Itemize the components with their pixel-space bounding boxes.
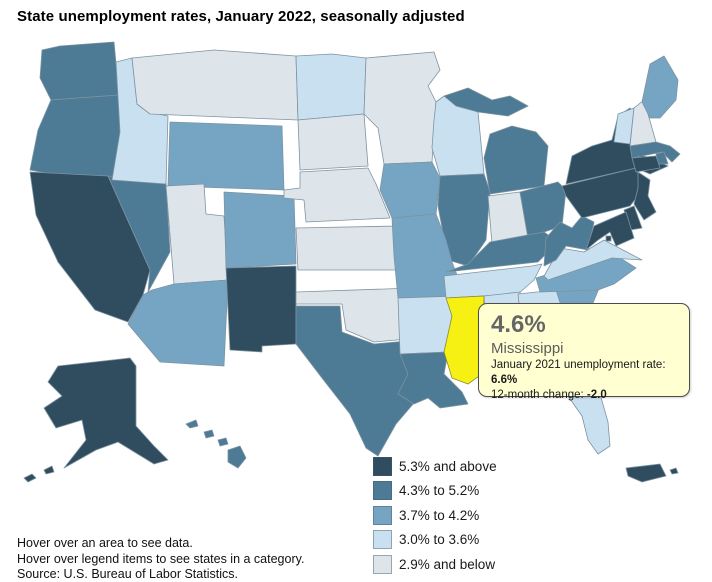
state-maryland[interactable]: [585, 211, 635, 251]
state-washington[interactable]: [39, 41, 120, 101]
map-legend: 5.3% and above 4.3% to 5.2% 3.7% to 4.2%…: [373, 457, 497, 579]
territory-puerto-rico[interactable]: [625, 463, 679, 483]
legend-label-cat3: 3.7% to 4.2%: [399, 507, 480, 523]
state-kansas[interactable]: [295, 225, 401, 271]
legend-item-cat3[interactable]: 3.7% to 4.2%: [373, 505, 497, 525]
state-district-of-columbia[interactable]: [605, 235, 612, 242]
state-illinois[interactable]: [437, 173, 491, 267]
legend-label-cat1: 5.3% and above: [399, 459, 497, 474]
state-minnesota[interactable]: [363, 51, 441, 165]
legend-label-cat4: 3.0% to 3.6%: [399, 532, 480, 548]
footnotes: Hover over an area to see data. Hover ov…: [17, 536, 304, 582]
legend-swatch-cat1: [373, 457, 392, 476]
page-title: State unemployment rates, January 2022, …: [17, 8, 465, 25]
legend-item-cat2[interactable]: 4.3% to 5.2%: [373, 481, 497, 501]
state-maine[interactable]: [641, 55, 679, 119]
state-arizona[interactable]: [127, 279, 229, 367]
map-tooltip: 4.6% Mississippi January 2021 unemployme…: [478, 303, 690, 401]
footnote-hover-area: Hover over an area to see data.: [17, 536, 193, 550]
state-montana[interactable]: [131, 49, 299, 121]
footnote-source: Source: U.S. Bureau of Labor Statistics.: [17, 567, 238, 582]
states-group: [23, 41, 681, 483]
state-wyoming[interactable]: [167, 121, 285, 191]
legend-label-cat5: 2.9% and below: [399, 556, 496, 572]
state-iowa[interactable]: [379, 161, 441, 219]
tooltip-state-name: Mississippi: [491, 340, 564, 357]
state-texas[interactable]: [295, 305, 427, 457]
legend-swatch-cat5: [373, 554, 392, 574]
legend-item-cat5[interactable]: 2.9% and below: [373, 554, 497, 574]
legend-item-cat1[interactable]: 5.3% and above: [373, 457, 497, 476]
state-louisiana[interactable]: [397, 351, 469, 409]
state-oregon[interactable]: [29, 94, 124, 185]
state-michigan[interactable]: [443, 87, 549, 195]
tooltip-prev-rate-line: January 2021 unemployment rate: 6.6%: [491, 358, 677, 388]
legend-item-cat4[interactable]: 3.0% to 3.6%: [373, 530, 497, 550]
state-south-dakota[interactable]: [297, 113, 369, 171]
state-utah[interactable]: [165, 183, 229, 285]
tooltip-change-value: -2.0: [586, 389, 607, 401]
legend-label-cat2: 4.3% to 5.2%: [399, 483, 480, 499]
state-hawaii[interactable]: [185, 419, 247, 469]
state-massachusetts[interactable]: [629, 141, 681, 163]
legend-swatch-cat3: [373, 505, 392, 525]
tooltip-prev-rate-label: January 2021 unemployment rate:: [491, 359, 666, 371]
footnote-hover-legend: Hover over legend items to see states in…: [17, 551, 305, 566]
state-new-mexico[interactable]: [225, 265, 297, 353]
state-alaska[interactable]: [23, 357, 169, 483]
tooltip-change-label: 12-month change:: [491, 389, 587, 401]
tooltip-rate: 4.6%: [491, 311, 546, 338]
state-nebraska[interactable]: [283, 167, 391, 223]
tooltip-change-line: 12-month change: -2.0: [491, 388, 677, 403]
state-north-dakota[interactable]: [295, 53, 367, 121]
state-new-jersey[interactable]: [633, 171, 657, 221]
tooltip-prev-rate-value: 6.6%: [491, 374, 518, 386]
legend-swatch-cat4: [373, 530, 392, 550]
legend-swatch-cat2: [373, 481, 392, 501]
state-colorado[interactable]: [223, 191, 297, 269]
state-connecticut[interactable]: [631, 155, 661, 173]
